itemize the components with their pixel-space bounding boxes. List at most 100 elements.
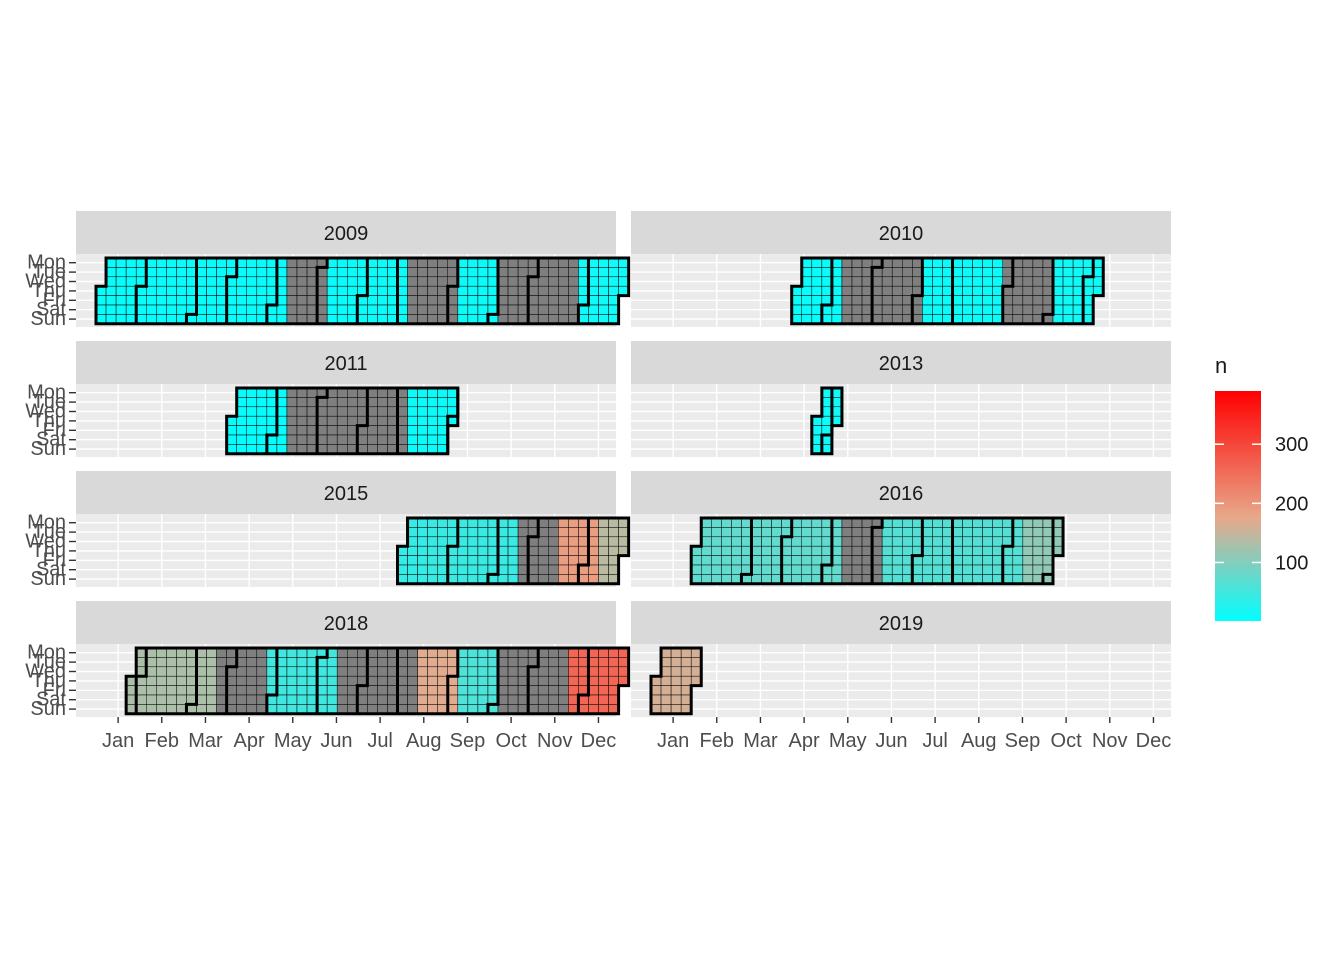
day-tile [336,657,348,668]
day-tile [156,685,167,696]
day-tile [367,406,378,417]
day-tile [608,685,619,696]
day-tile [771,545,782,556]
day-tile [447,527,459,538]
day-tile [286,295,298,306]
day-tile [517,276,529,287]
day-tile [347,694,358,705]
day-tile [741,555,752,566]
day-tile [680,675,692,686]
day-tile [326,666,338,677]
day-tile [871,564,883,575]
day-tile [861,527,873,538]
day-tile [741,536,752,547]
weekday-tick-label: Tue [32,261,66,283]
weekday-tick-label: Thu [32,280,66,302]
day-tile [397,285,408,296]
day-tile [347,406,358,417]
day-tile [286,434,298,445]
day-tile [1002,295,1014,306]
day-tile [105,295,117,306]
day-tile [831,267,843,278]
day-tile [912,564,923,575]
day-tile [316,276,328,287]
day-tile [558,675,569,686]
day-tile [891,267,903,278]
day-tile [457,675,469,686]
day-tile [437,564,449,575]
day-tile [517,536,529,547]
day-tile [721,545,732,556]
month-outline [225,258,239,324]
day-tile [507,536,519,547]
day-tile [1062,285,1074,296]
day-tile [578,657,589,668]
day-tile [972,276,983,287]
day-tile [336,694,348,705]
day-tile [701,564,712,575]
day-tile [467,564,479,575]
day-tile [811,295,823,306]
day-tile [992,545,1004,556]
day-tile [477,675,489,686]
day-tile [256,267,268,278]
day-tile [387,675,398,686]
day-tile [166,685,177,696]
day-tile [407,564,418,575]
day-tile [962,545,973,556]
legend-colorbar [1215,391,1261,621]
day-tile [537,685,549,696]
day-tile [477,295,489,306]
day-tile [176,685,187,696]
day-tile [316,434,328,445]
day-tile [507,666,519,677]
day-tile [1082,285,1094,296]
month-tick-label: Feb [700,730,734,752]
month-outline [576,518,590,584]
day-tile [972,304,983,315]
day-tile [256,694,268,705]
day-tile [731,527,742,538]
day-tile [781,555,792,566]
day-tile [952,536,963,547]
day-tile [992,276,1004,287]
month-outline [526,648,540,714]
day-tile [206,295,217,306]
month-outline [780,518,794,584]
day-tile [367,397,378,408]
month-tick-label: Sep [1005,730,1041,752]
month-outline [315,388,329,454]
day-tile [1032,304,1044,315]
month-outline [526,258,540,324]
day-tile [487,545,499,556]
day-tile [548,555,559,566]
day-tile [115,267,127,278]
day-tile [851,564,863,575]
day-tile [1032,267,1044,278]
day-tile [276,304,288,315]
day-tile [367,295,378,306]
day-tile [186,657,197,668]
day-tile [367,276,378,287]
day-tile [851,545,863,556]
day-tile [347,434,358,445]
panel-strip-label: 2016 [879,483,924,505]
day-tile [166,267,177,278]
day-tile [811,304,823,315]
day-tile [1002,267,1014,278]
weekday-tick-label: Sat [36,429,66,451]
day-tile [206,666,217,677]
day-tile [537,276,549,287]
year-outline [810,386,844,456]
day-tile [347,685,358,696]
day-tile [721,555,732,566]
day-tile [467,666,479,677]
day-tile [912,267,923,278]
day-tile [417,406,428,417]
day-tile [457,666,469,677]
day-tile [357,304,368,315]
day-tile [922,267,933,278]
day-tile [176,304,187,315]
day-tile [115,304,127,315]
